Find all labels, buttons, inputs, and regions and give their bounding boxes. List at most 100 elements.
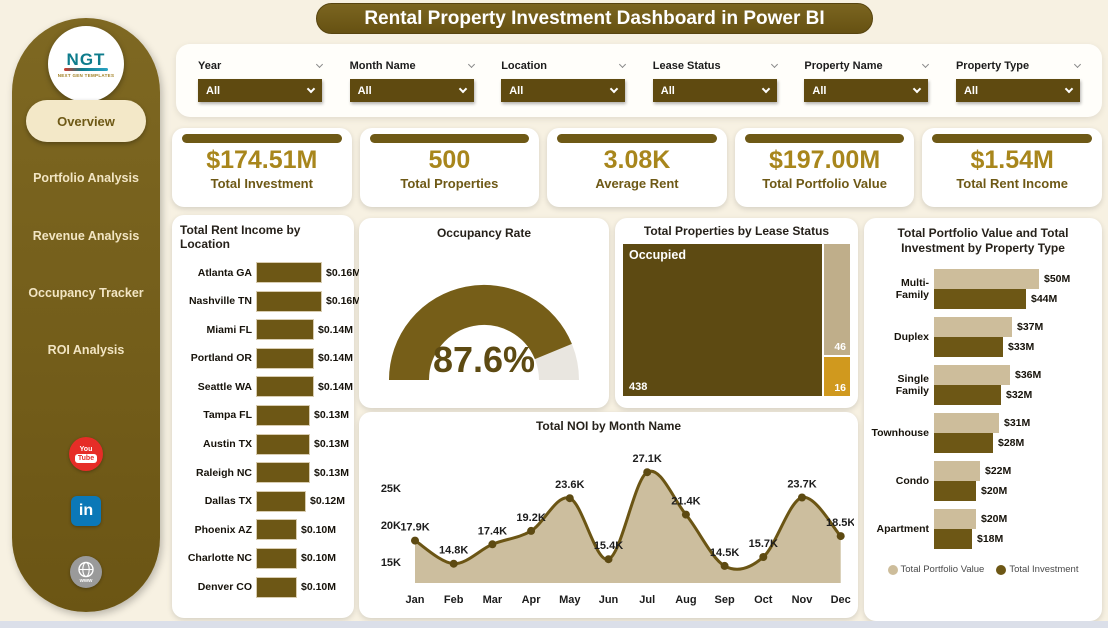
portfolio-by-property-type-card: Total Portfolio Value and Total Investme…	[864, 218, 1102, 621]
filter-dropdown[interactable]: All	[955, 79, 1080, 102]
bar[interactable]	[256, 376, 314, 398]
sidebar-item-overview[interactable]: Overview	[26, 100, 146, 142]
sidebar-item-roi-analysis[interactable]: ROI Analysis	[47, 343, 125, 357]
filter-selected-value: All	[357, 84, 372, 97]
bar-pair: $50M $44M	[934, 269, 1096, 309]
bar[interactable]	[934, 269, 1039, 289]
chevron-down-icon[interactable]	[770, 60, 778, 68]
value-label: $0.14M	[318, 352, 354, 365]
rent-income-by-location-card: Total Rent Income by Location Atlanta GA…	[172, 215, 361, 618]
category-label: Seattle WA	[197, 380, 252, 393]
filter-dropdown[interactable]: All	[804, 79, 929, 102]
bar[interactable]	[934, 385, 1001, 405]
bar[interactable]	[256, 576, 297, 598]
chevron-down-icon[interactable]	[922, 60, 930, 68]
svg-text:Jul: Jul	[639, 594, 655, 606]
sidebar-item-label: Overview	[57, 113, 115, 129]
svg-text:www: www	[79, 578, 94, 584]
filter-dropdown[interactable]: All	[501, 79, 626, 102]
bar[interactable]	[934, 365, 1010, 385]
bar[interactable]	[934, 317, 1012, 337]
sidebar-item-portfolio-analysis[interactable]: Portfolio Analysis	[33, 171, 139, 185]
bar[interactable]	[934, 337, 1003, 357]
filter-header: Property Name	[804, 59, 930, 72]
lease-status-treemap: Occupied 438 46 16	[623, 244, 850, 396]
treemap-block[interactable]: 16	[823, 357, 850, 396]
page-title: Rental Property Investment Dashboard in …	[316, 3, 873, 34]
youtube-icon-text: You	[79, 445, 93, 453]
treemap-value: 46	[834, 341, 846, 354]
filter-month-name: Month Name All	[349, 59, 475, 102]
bar[interactable]	[256, 319, 314, 341]
category-label: Denver CO	[197, 581, 252, 594]
category-label: Miami FL	[206, 323, 252, 336]
bar[interactable]	[934, 461, 980, 481]
kpi-row: $174.51M Total Investment 500 Total Propert…	[172, 128, 1102, 207]
svg-text:Mar: Mar	[483, 594, 503, 606]
bar[interactable]	[256, 262, 322, 283]
kpi-top-bar	[932, 134, 1092, 143]
bar[interactable]	[256, 462, 310, 484]
noi-area-chart[interactable]: 15K 20K 25K 17.9K Jan 14.8K Feb 17.4K Mar 19.2K Ap…	[363, 433, 856, 618]
kpi-label: Total Investment	[210, 176, 313, 191]
bar[interactable]	[256, 519, 297, 541]
youtube-icon[interactable]: You Tube	[69, 437, 103, 471]
legend-item[interactable]: Total Portfolio Value	[887, 564, 984, 575]
treemap-block[interactable]: 46	[823, 244, 850, 356]
kpi-value: $197.00M	[768, 146, 881, 174]
bar[interactable]	[256, 404, 310, 426]
sidebar-item-occupancy-tracker[interactable]: Occupancy Tracker	[28, 286, 144, 300]
category-label: Duplex	[893, 331, 929, 343]
bar[interactable]	[934, 433, 993, 453]
kpi-card: $174.51M Total Investment	[172, 128, 352, 207]
chevron-down-icon[interactable]	[315, 60, 324, 68]
chevron-down-icon	[306, 84, 316, 94]
filter-dropdown[interactable]: All	[349, 79, 474, 102]
svg-text:17.9K: 17.9K	[400, 522, 429, 534]
website-globe-icon[interactable]: www	[70, 556, 102, 588]
chart-title: Occupancy Rate	[436, 226, 532, 240]
chevron-down-icon[interactable]	[467, 60, 475, 68]
bar[interactable]	[934, 481, 976, 501]
filter-dropdown[interactable]: All	[652, 79, 777, 102]
category-label: Portland OR	[190, 352, 252, 365]
kpi-card: 3.08K Average Rent	[547, 128, 727, 207]
bar-row: Charlotte NC $0.10M	[180, 547, 348, 569]
filter-selected-value: All	[963, 84, 979, 97]
bar-row: Phoenix AZ $0.10M	[180, 519, 348, 541]
occupancy-gauge[interactable]: 87.6%	[359, 240, 609, 403]
chevron-down-icon	[761, 84, 771, 94]
bar[interactable]	[934, 289, 1026, 309]
bar[interactable]	[934, 509, 976, 529]
bar[interactable]	[256, 433, 310, 455]
category-label: Dallas TX	[204, 495, 252, 508]
chart-legend: Total Portfolio Value Total Investment	[870, 564, 1096, 575]
bar[interactable]	[256, 547, 297, 569]
svg-text:23.7K: 23.7K	[787, 479, 816, 491]
filter-dropdown[interactable]: All	[198, 79, 322, 102]
category-label: Condo	[895, 475, 929, 487]
bar[interactable]	[934, 529, 972, 549]
svg-text:15.7K: 15.7K	[749, 538, 778, 550]
value-label: $0.14M	[318, 380, 354, 393]
legend-item[interactable]: Total Investment	[996, 564, 1078, 575]
bottom-edge-strip	[0, 621, 1108, 628]
category-label: Single Family	[895, 373, 929, 397]
svg-text:Dec: Dec	[831, 594, 851, 606]
chevron-down-icon[interactable]	[1073, 60, 1082, 68]
linkedin-icon[interactable]: in	[71, 496, 101, 526]
chevron-down-icon[interactable]	[619, 60, 627, 68]
value-label: $32M	[1006, 389, 1033, 401]
svg-text:Aug: Aug	[675, 594, 696, 606]
filter-label: Property Name	[804, 59, 883, 72]
bar[interactable]	[256, 347, 314, 369]
bar[interactable]	[256, 290, 322, 312]
bar[interactable]	[256, 490, 306, 512]
bar[interactable]	[934, 413, 999, 433]
category-label: Nashville TN	[188, 295, 252, 308]
sidebar-item-revenue-analysis[interactable]: Revenue Analysis	[32, 229, 140, 243]
filter-lease-status: Lease Status All	[652, 59, 778, 102]
ngt-logo: NGT NEXT GEN TEMPLATES	[48, 26, 124, 102]
treemap-block-occupied[interactable]: Occupied 438	[623, 244, 822, 396]
